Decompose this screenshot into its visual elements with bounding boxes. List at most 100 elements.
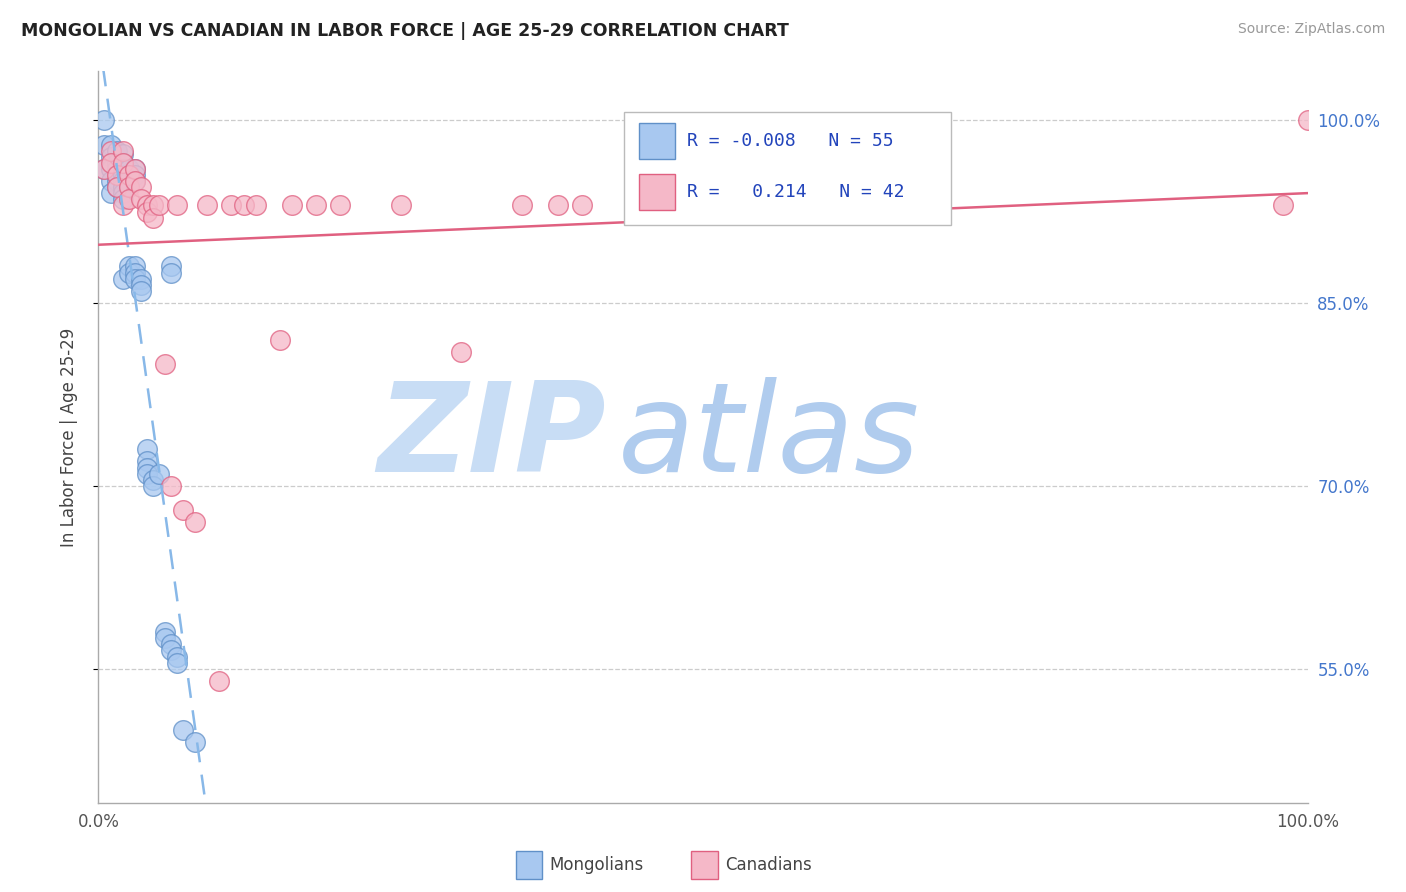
Point bbox=[100, 137, 122, 152]
Point bbox=[160, 637, 183, 651]
Point bbox=[111, 180, 134, 194]
Point bbox=[111, 271, 134, 285]
Point bbox=[93, 137, 115, 152]
Point bbox=[160, 479, 183, 493]
Point bbox=[172, 723, 194, 737]
Point bbox=[571, 198, 593, 212]
Point bbox=[100, 150, 122, 164]
Point bbox=[124, 265, 146, 279]
Point bbox=[118, 180, 141, 194]
Point bbox=[118, 161, 141, 176]
Point bbox=[142, 479, 165, 493]
Point bbox=[111, 144, 134, 158]
Point bbox=[93, 113, 115, 128]
Point bbox=[631, 198, 654, 212]
Point bbox=[160, 643, 183, 657]
Point bbox=[142, 198, 165, 212]
Point bbox=[124, 174, 146, 188]
Point bbox=[142, 211, 165, 225]
Text: ZIP: ZIP bbox=[378, 376, 606, 498]
Point bbox=[129, 192, 152, 206]
Point bbox=[105, 174, 128, 188]
FancyBboxPatch shape bbox=[624, 112, 950, 225]
Point bbox=[105, 144, 128, 158]
Point bbox=[389, 198, 412, 212]
Point bbox=[232, 198, 254, 212]
Point bbox=[135, 467, 157, 481]
Point bbox=[135, 454, 157, 468]
Point bbox=[148, 467, 170, 481]
Point bbox=[153, 625, 176, 640]
Point bbox=[329, 198, 352, 212]
Y-axis label: In Labor Force | Age 25-29: In Labor Force | Age 25-29 bbox=[59, 327, 77, 547]
Point bbox=[124, 271, 146, 285]
Point bbox=[153, 357, 176, 371]
Point bbox=[135, 442, 157, 457]
Point bbox=[208, 673, 231, 688]
Point bbox=[135, 460, 157, 475]
FancyBboxPatch shape bbox=[690, 851, 717, 879]
Point bbox=[93, 161, 115, 176]
Point bbox=[118, 265, 141, 279]
Point bbox=[166, 656, 188, 670]
Point bbox=[245, 198, 267, 212]
Point bbox=[184, 735, 207, 749]
Point bbox=[1296, 113, 1319, 128]
Point bbox=[100, 161, 122, 176]
Point bbox=[547, 198, 569, 212]
Point bbox=[111, 155, 134, 169]
Point bbox=[100, 174, 122, 188]
Point bbox=[111, 198, 134, 212]
Point bbox=[111, 174, 134, 188]
Point bbox=[195, 198, 218, 212]
Point bbox=[111, 168, 134, 182]
Point bbox=[100, 144, 122, 158]
Point bbox=[118, 174, 141, 188]
Text: R = -0.008   N = 55: R = -0.008 N = 55 bbox=[688, 132, 894, 150]
Point bbox=[129, 277, 152, 292]
Point bbox=[166, 649, 188, 664]
Text: Mongolians: Mongolians bbox=[550, 856, 644, 874]
Point bbox=[105, 180, 128, 194]
Point bbox=[124, 260, 146, 274]
FancyBboxPatch shape bbox=[516, 851, 543, 879]
Point bbox=[172, 503, 194, 517]
Point bbox=[124, 168, 146, 182]
Point bbox=[111, 147, 134, 161]
Point bbox=[129, 180, 152, 194]
Point bbox=[142, 473, 165, 487]
Point bbox=[153, 632, 176, 646]
Point bbox=[221, 198, 243, 212]
Point bbox=[305, 198, 328, 212]
Point bbox=[124, 161, 146, 176]
Point bbox=[135, 204, 157, 219]
Point bbox=[118, 192, 141, 206]
Point bbox=[111, 155, 134, 169]
FancyBboxPatch shape bbox=[638, 122, 675, 159]
Point bbox=[160, 260, 183, 274]
Text: MONGOLIAN VS CANADIAN IN LABOR FORCE | AGE 25-29 CORRELATION CHART: MONGOLIAN VS CANADIAN IN LABOR FORCE | A… bbox=[21, 22, 789, 40]
Point bbox=[111, 192, 134, 206]
Point bbox=[118, 180, 141, 194]
Point bbox=[129, 271, 152, 285]
Point bbox=[105, 155, 128, 169]
Text: Canadians: Canadians bbox=[724, 856, 811, 874]
Point bbox=[118, 168, 141, 182]
Point bbox=[281, 198, 304, 212]
Point bbox=[450, 344, 472, 359]
Point bbox=[111, 186, 134, 201]
Point bbox=[124, 161, 146, 176]
Point bbox=[510, 198, 533, 212]
Point bbox=[166, 198, 188, 212]
Point bbox=[118, 260, 141, 274]
Point bbox=[269, 333, 291, 347]
Point bbox=[135, 198, 157, 212]
Point bbox=[118, 168, 141, 182]
Point bbox=[148, 198, 170, 212]
Point bbox=[111, 161, 134, 176]
Point bbox=[105, 161, 128, 176]
Point bbox=[129, 284, 152, 298]
Point bbox=[93, 161, 115, 176]
Point bbox=[184, 516, 207, 530]
Point bbox=[105, 168, 128, 182]
